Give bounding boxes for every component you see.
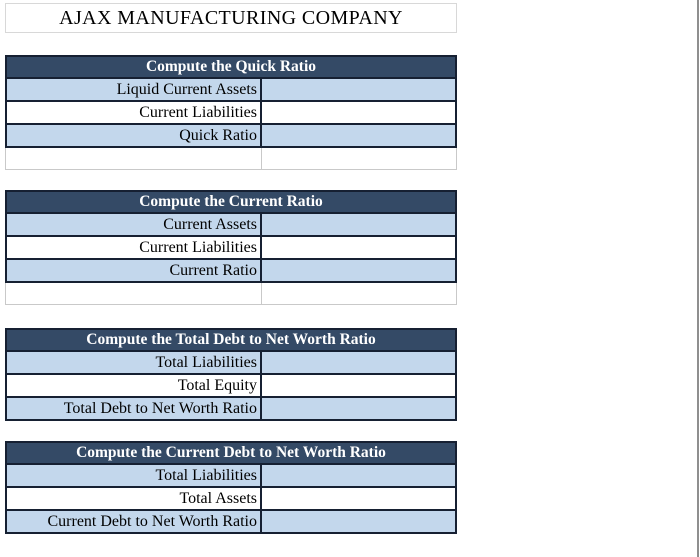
value-cell[interactable] [262,79,455,100]
row-label: Current Liabilities [7,237,262,258]
row-label: Quick Ratio [7,125,262,146]
value-cell[interactable] [262,102,455,123]
ratio-table-4: Compute the Current Debt to Net Worth Ra… [5,441,457,534]
ratio-table-2: Compute the Current Ratio Current Assets C… [5,190,457,283]
row-label: Liquid Current Assets [7,79,262,100]
table-row: Total Liabilities [7,350,455,373]
value-cell[interactable] [262,465,455,486]
table-row: Current Assets [7,212,455,235]
value-cell[interactable] [262,375,455,396]
value-cell[interactable] [262,260,455,281]
table-row: Total Assets [7,486,455,509]
row-label: Total Assets [7,488,262,509]
value-cell[interactable] [262,352,455,373]
table-row: Current Ratio [7,258,455,281]
ratio-table-3: Compute the Total Debt to Net Worth Rati… [5,328,457,421]
empty-grid-cell [6,283,262,304]
row-label: Current Liabilities [7,102,262,123]
table-row: Current Debt to Net Worth Ratio [7,509,455,532]
row-label: Current Assets [7,214,262,235]
empty-grid-row [5,148,457,170]
table-row: Total Equity [7,373,455,396]
value-cell[interactable] [262,398,455,419]
table-row: Total Liabilities [7,463,455,486]
company-title-box: AJAX MANUFACTURING COMPANY [5,3,457,33]
table-header: Compute the Current Debt to Net Worth Ra… [7,443,455,463]
value-cell[interactable] [262,214,455,235]
value-cell[interactable] [262,237,455,258]
row-label: Total Liabilities [7,465,262,486]
table-row: Current Liabilities [7,235,455,258]
company-title: AJAX MANUFACTURING COMPANY [59,6,403,29]
empty-grid-cell [6,148,262,169]
row-label: Current Ratio [7,260,262,281]
table-row: Quick Ratio [7,123,455,146]
ratio-table-1: Compute the Quick Ratio Liquid Current As… [5,55,457,148]
table-header: Compute the Current Ratio [7,192,455,212]
empty-grid-row [5,283,457,305]
table-row: Current Liabilities [7,100,455,123]
table-header: Compute the Quick Ratio [7,57,455,77]
value-cell[interactable] [262,488,455,509]
page-edge-line [697,0,699,557]
table-row: Total Debt to Net Worth Ratio [7,396,455,419]
value-cell[interactable] [262,511,455,532]
row-label: Total Equity [7,375,262,396]
row-label: Total Liabilities [7,352,262,373]
table-row: Liquid Current Assets [7,77,455,100]
table-header: Compute the Total Debt to Net Worth Rati… [7,330,455,350]
row-label: Total Debt to Net Worth Ratio [7,398,262,419]
value-cell[interactable] [262,125,455,146]
row-label: Current Debt to Net Worth Ratio [7,511,262,532]
